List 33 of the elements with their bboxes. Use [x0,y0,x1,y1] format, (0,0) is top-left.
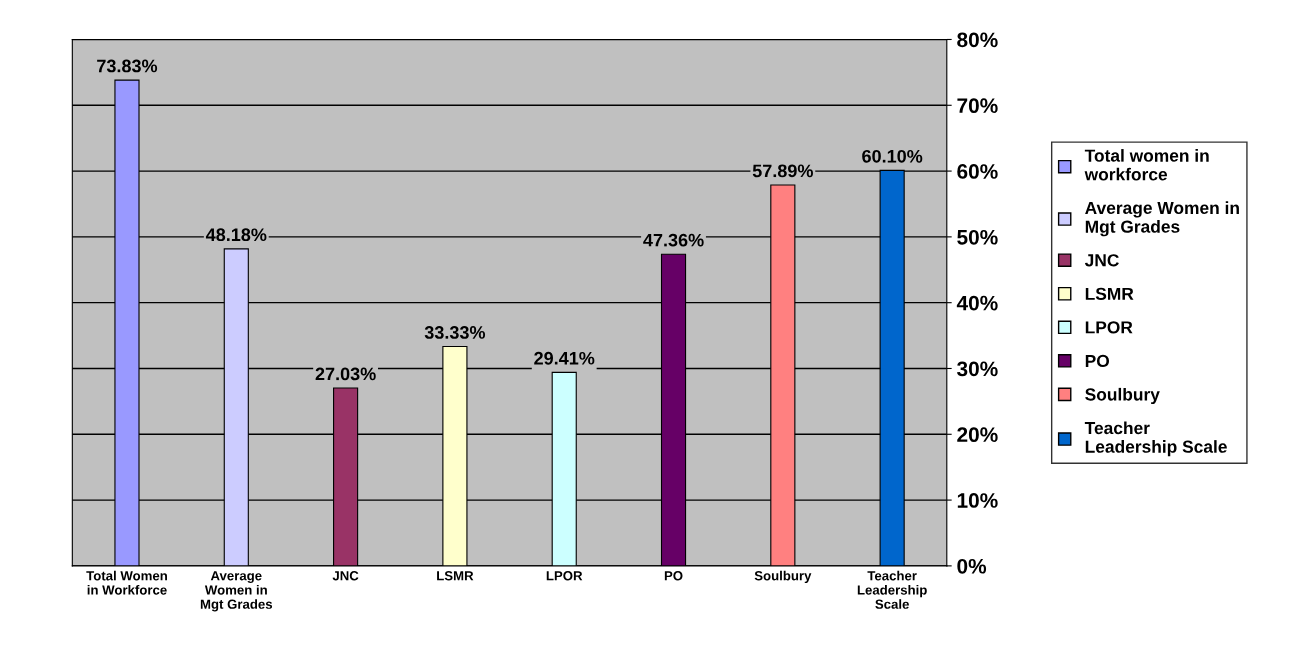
data-label: 47.36% [643,233,704,247]
data-label: 33.33% [424,326,486,339]
x-tick-label: LSMR [437,571,474,581]
y-tick-label: 70% [957,98,998,114]
data-label: 60.10% [862,149,923,163]
data-label: 73.83% [97,59,158,73]
y-tick-label: 40% [956,295,998,311]
y-tick-label: 10% [957,493,998,508]
x-tick-label: Teacher Leadership Scale [857,570,927,609]
data-label: 27.03% [315,367,376,381]
y-tick-label: 60% [957,164,998,179]
data-label: 29.41% [534,351,595,365]
y-tick-label: 80% [957,32,998,48]
legend-label: Teacher Leadership Scale [1084,421,1227,457]
legend-label: PO [1085,354,1110,368]
legend-label: Soulbury [1085,387,1160,405]
x-tick-label: Total Women in Workforce [86,570,167,595]
legend-label: JNC [1084,254,1119,267]
legend-label: LPOR [1085,321,1133,334]
data-label: 57.89% [752,164,813,178]
legend-label: Total women in workforce [1084,149,1209,181]
x-tick-label: Soulbury [754,570,812,584]
y-tick-label: 30% [957,361,998,377]
data-label: 48.18% [205,228,267,242]
x-tick-label: JNC [332,571,359,581]
x-tick-label: Average Women in Mgt Grades [200,571,273,612]
x-tick-label: LPOR [546,571,583,581]
y-tick-label: 20% [957,427,998,443]
legend-label: LSMR [1085,287,1134,300]
legend-label: Average Women in Mgt Grades [1085,201,1239,237]
y-tick-label: 50% [957,229,998,245]
x-tick-label: PO [664,571,683,581]
y-tick-label: 0% [957,558,987,574]
